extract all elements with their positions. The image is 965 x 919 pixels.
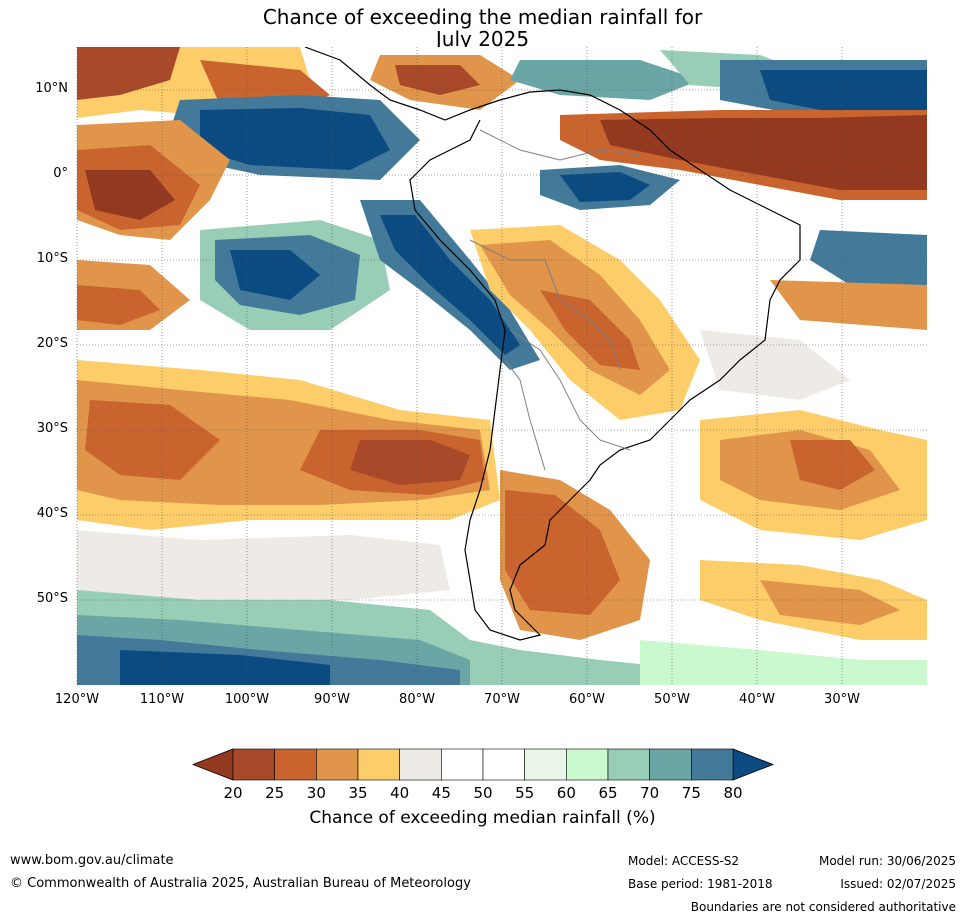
colorbar-segment [357, 748, 400, 781]
lon-tick-label: 50°W [654, 692, 690, 707]
issued-date: Issued: 02/07/2025 [840, 877, 956, 891]
website-link[interactable]: www.bom.gov.au/climate [10, 853, 174, 868]
lon-tick-label: 90°W [314, 692, 350, 707]
colorbar-segment [691, 748, 734, 781]
lon-tick-label: 60°W [569, 692, 605, 707]
lat-tick-label: 0° [53, 165, 68, 181]
colorbar-tick-label: 45 [431, 784, 451, 802]
coastline [304, 47, 801, 641]
colorbar-tick-label: 50 [473, 784, 493, 802]
boundaries-disclaimer: Boundaries are not considered authoritat… [690, 900, 956, 914]
lon-tick-label: 70°W [484, 692, 520, 707]
colorbar-tick-label: 70 [640, 784, 660, 802]
colorbar-tick-label: 55 [515, 784, 535, 802]
model-name: Model: ACCESS-S2 [628, 854, 740, 868]
colorbar-tick-label: 25 [265, 784, 285, 802]
lon-tick-label: 80°W [399, 692, 435, 707]
lat-tick-label: 40°S [36, 505, 68, 521]
colorbar-segment [316, 748, 359, 781]
lon-tick-label: 40°W [739, 692, 775, 707]
colorbar-tick-label: 40 [390, 784, 410, 802]
colorbar-title: Chance of exceeding median rainfall (%) [309, 808, 656, 828]
country-borders [469, 129, 641, 471]
colorbar-segment [274, 748, 317, 781]
graticule [76, 47, 927, 685]
colorbar-tick-label: 35 [348, 784, 368, 802]
lon-tick-label: 30°W [824, 692, 860, 707]
colorbar-tick-label: 65 [598, 784, 618, 802]
copyright-text: © Commonwealth of Australia 2025, Austra… [10, 876, 471, 891]
colorbar-segment [524, 748, 567, 781]
colorbar-segment [649, 748, 692, 781]
lat-tick-label: 10°S [36, 250, 68, 266]
colorbar-tick-label: 60 [556, 784, 576, 802]
colorbar-tick-label: 20 [223, 784, 243, 802]
map-title-line2: July 2025 [435, 27, 530, 51]
colorbar-segment [482, 748, 525, 781]
colorbar-tick-label: 80 [723, 784, 743, 802]
lat-tick-label: 30°S [36, 420, 68, 436]
colorbar-tick-label: 75 [681, 784, 701, 802]
lon-tick-label: 110°W [139, 692, 185, 707]
colorbar-tick-label: 30 [306, 784, 326, 802]
colorbar-segment [566, 748, 609, 781]
colorbar [191, 748, 775, 781]
lat-tick-label: 20°S [36, 335, 68, 351]
colorbar-segment [232, 748, 275, 781]
lon-tick-label: 100°W [224, 692, 270, 707]
model-run-date: Model run: 30/06/2025 [818, 854, 956, 868]
map-title-line1: Chance of exceeding the median rainfall … [262, 5, 703, 29]
lat-tick-label: 50°S [36, 590, 68, 606]
colorbar-segment [441, 748, 484, 781]
colorbar-over-arrow [732, 748, 775, 781]
colorbar-segment [607, 748, 650, 781]
base-period: Base period: 1981-2018 [628, 877, 773, 891]
colorbar-segment [399, 748, 442, 781]
colorbar-under-arrow [191, 748, 234, 781]
lat-tick-label: 10°N [35, 80, 68, 96]
lon-tick-label: 120°W [54, 692, 100, 707]
